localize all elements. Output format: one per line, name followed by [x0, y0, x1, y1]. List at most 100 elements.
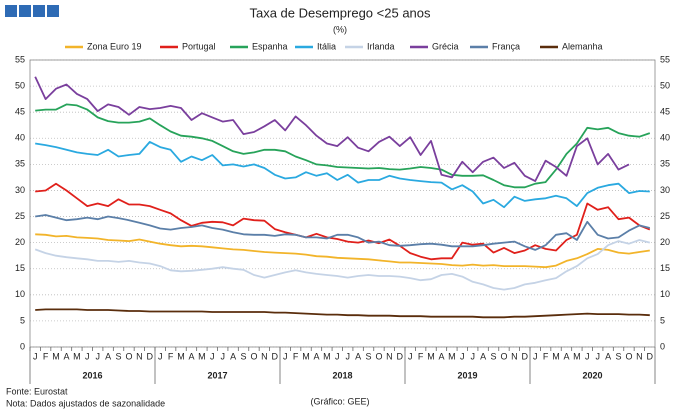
x-tick-label: M: [302, 351, 310, 361]
series-line: [35, 233, 650, 269]
x-tick-label: A: [480, 351, 486, 361]
y2-tick-label: 55: [660, 54, 670, 64]
legend-label: França: [492, 41, 520, 51]
legend-label: Irlanda: [367, 41, 395, 51]
x-tick-label: A: [188, 351, 194, 361]
x-tick-label: A: [313, 351, 319, 361]
year-label: 2017: [207, 370, 227, 380]
x-tick-label: J: [210, 351, 215, 361]
legend-label: Portugal: [182, 41, 216, 51]
y2-tick-label: 45: [660, 107, 670, 117]
series-line: [34, 239, 651, 291]
y-tick-label: 5: [20, 315, 25, 325]
x-tick-label: J: [335, 351, 340, 361]
x-tick-label: N: [511, 351, 518, 361]
series-line: [35, 308, 650, 319]
y-tick-label: 20: [15, 237, 25, 247]
x-tick-label: J: [595, 351, 600, 361]
x-tick-label: D: [522, 351, 529, 361]
y-tick-label: 55: [15, 54, 25, 64]
chart-subtitle: (%): [333, 24, 347, 34]
y-tick-label: 30: [15, 185, 25, 195]
x-tick-label: O: [625, 351, 632, 361]
x-tick-label: N: [636, 351, 643, 361]
x-tick-label: F: [293, 351, 299, 361]
x-tick-label: J: [408, 351, 413, 361]
x-tick-label: M: [52, 351, 60, 361]
x-tick-label: N: [261, 351, 268, 361]
plot-frame: [29, 59, 656, 348]
x-tick-label: J: [533, 351, 538, 361]
x-tick-label: D: [272, 351, 279, 361]
y2-tick-label: 30: [660, 185, 670, 195]
chart-title: Taxa de Desemprego <25 anos: [249, 5, 431, 20]
x-tick-label: M: [73, 351, 81, 361]
x-tick-label: S: [241, 351, 247, 361]
x-tick-label: N: [386, 351, 393, 361]
legend-label: Alemanha: [562, 41, 603, 51]
y2-tick-label: 15: [660, 263, 670, 273]
legend-label: Itália: [317, 41, 336, 51]
legend-label: Zona Euro 19: [87, 41, 142, 51]
year-label: 2016: [82, 370, 102, 380]
x-tick-label: A: [105, 351, 111, 361]
x-tick-label: O: [250, 351, 257, 361]
x-tick-label: J: [95, 351, 100, 361]
legend-label: Grécia: [432, 41, 459, 51]
x-tick-label: S: [491, 351, 497, 361]
logo: [5, 5, 59, 17]
y-tick-label: 40: [15, 133, 25, 143]
x-tick-label: J: [470, 351, 475, 361]
x-tick-label: F: [43, 351, 49, 361]
x-tick-label: M: [427, 351, 435, 361]
series-line: [35, 182, 651, 261]
x-tick-label: F: [168, 351, 174, 361]
x-tick-label: N: [136, 351, 143, 361]
series-line: [35, 141, 650, 209]
y-tick-label: 50: [15, 80, 25, 90]
year-label: 2018: [332, 370, 352, 380]
x-tick-label: M: [177, 351, 185, 361]
x-tick-label: D: [647, 351, 654, 361]
x-tick-label: O: [375, 351, 382, 361]
year-label: 2020: [582, 370, 602, 380]
x-tick-label: A: [63, 351, 69, 361]
x-tick-label: A: [563, 351, 569, 361]
y2-tick-label: 35: [660, 159, 670, 169]
x-tick-label: A: [605, 351, 611, 361]
y2-tick-label: 0: [660, 341, 665, 351]
series-line: [35, 214, 651, 251]
y-tick-label: 0: [20, 341, 25, 351]
x-tick-label: J: [283, 351, 288, 361]
y2-tick-label: 10: [660, 289, 670, 299]
x-tick-label: M: [552, 351, 560, 361]
x-tick-label: F: [418, 351, 424, 361]
x-tick-label: D: [397, 351, 404, 361]
source: Fonte: Eurostat: [6, 386, 68, 396]
series-line: [34, 76, 630, 182]
x-tick-label: M: [448, 351, 456, 361]
x-tick-label: M: [198, 351, 206, 361]
y2-tick-label: 5: [660, 315, 665, 325]
x-tick-label: J: [585, 351, 590, 361]
y-tick-label: 45: [15, 107, 25, 117]
legend-label: Espanha: [252, 41, 288, 51]
x-tick-label: J: [158, 351, 163, 361]
y2-tick-label: 50: [660, 80, 670, 90]
x-tick-label: O: [125, 351, 132, 361]
x-tick-label: A: [438, 351, 444, 361]
x-tick-label: S: [116, 351, 122, 361]
x-tick-label: A: [230, 351, 236, 361]
y-tick-label: 15: [15, 263, 25, 273]
y-tick-label: 25: [15, 211, 25, 221]
y2-tick-label: 25: [660, 211, 670, 221]
x-tick-label: J: [345, 351, 350, 361]
x-tick-label: F: [543, 351, 549, 361]
x-tick-label: O: [500, 351, 507, 361]
y2-tick-label: 20: [660, 237, 670, 247]
x-tick-label: J: [460, 351, 465, 361]
x-tick-label: A: [355, 351, 361, 361]
x-tick-label: S: [366, 351, 372, 361]
